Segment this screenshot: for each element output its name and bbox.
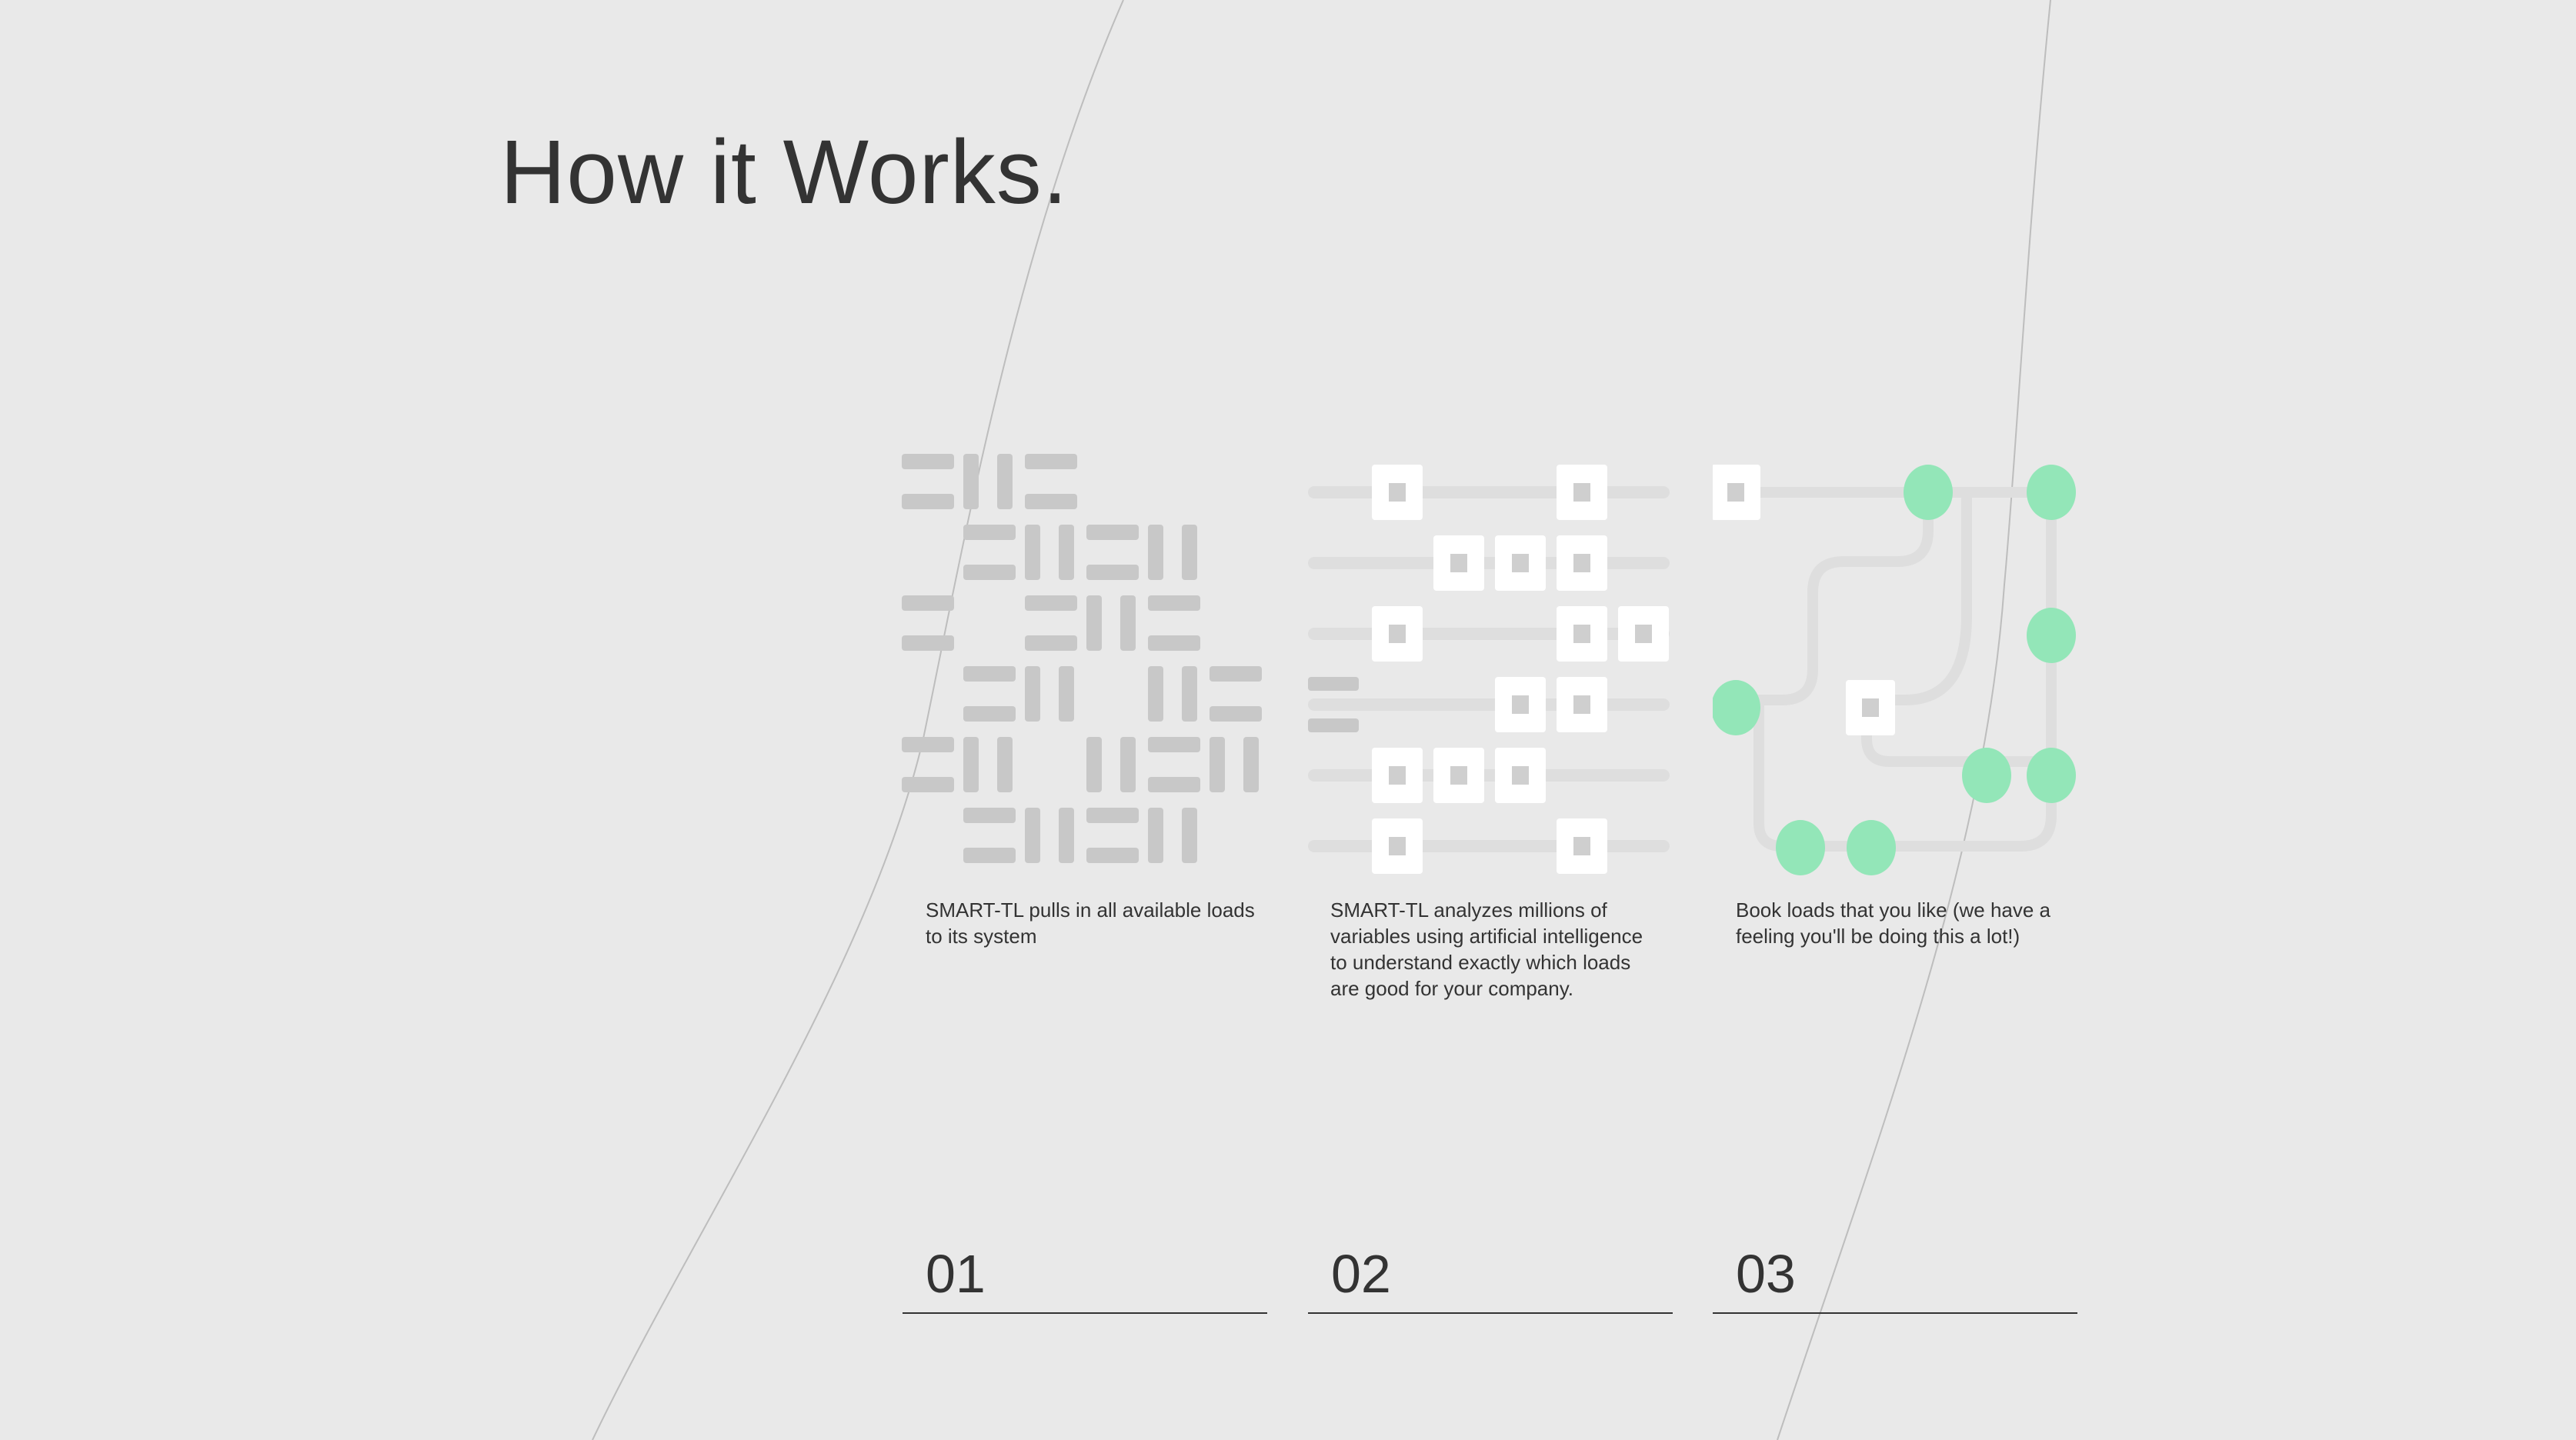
node-center [1389, 483, 1406, 502]
gray-block [1025, 595, 1077, 611]
gray-block [963, 848, 1016, 863]
node-center [1635, 625, 1652, 643]
page-title: How it Works. [500, 122, 1069, 223]
gray-block [1210, 666, 1262, 682]
track-line [1308, 698, 1670, 711]
node-center [1450, 554, 1467, 572]
route-network-icon [1713, 465, 2076, 875]
scattered-blocks-icon [902, 454, 1262, 863]
gray-block [902, 737, 954, 752]
track-line [1308, 557, 1670, 569]
node-center [1512, 554, 1529, 572]
node-center [1573, 554, 1590, 572]
gray-block [1086, 525, 1139, 540]
gray-block [1086, 737, 1102, 792]
step-2-description: SMART-TL analyzes millions of variables … [1330, 898, 1643, 1000]
gray-block [1182, 666, 1197, 722]
gray-block [1148, 595, 1200, 611]
gray-block [963, 808, 1016, 823]
green-node [1962, 748, 2011, 803]
green-node [1713, 680, 1760, 735]
gray-block [1086, 848, 1139, 863]
node-center [1573, 837, 1590, 855]
gray-block [1025, 808, 1040, 863]
green-node [2027, 465, 2076, 520]
gray-block [902, 635, 954, 651]
gray-block [1025, 454, 1077, 469]
gray-block [1148, 737, 1200, 752]
gray-block [1210, 737, 1225, 792]
track-line [1308, 486, 1670, 498]
gray-block [1025, 494, 1077, 509]
gray-block [1308, 718, 1359, 732]
gray-block [1059, 525, 1074, 580]
node-center [1450, 766, 1467, 785]
gray-block [963, 666, 1016, 682]
gray-block [1120, 737, 1136, 792]
node-center [1512, 695, 1529, 714]
node-center [1573, 695, 1590, 714]
node-center [1573, 625, 1590, 643]
analysis-grid-icon [1308, 465, 1670, 874]
gray-block [902, 494, 954, 509]
gray-block [963, 706, 1016, 722]
gray-block [963, 525, 1016, 540]
route-line [1753, 695, 1787, 852]
node-center [1389, 837, 1406, 855]
gray-block [1148, 808, 1163, 863]
gray-block [1086, 565, 1139, 580]
track-line [1308, 769, 1670, 782]
node-center [1727, 483, 1744, 502]
gray-block [902, 454, 954, 469]
gray-block [902, 777, 954, 792]
gray-block [1059, 666, 1074, 722]
node-center [1573, 483, 1590, 502]
gray-block [1148, 777, 1200, 792]
gray-block [963, 565, 1016, 580]
gray-block [1086, 808, 1139, 823]
gray-block [1308, 677, 1359, 691]
green-node [1776, 820, 1825, 875]
gray-block [1182, 808, 1197, 863]
green-node [2027, 748, 2076, 803]
gray-block [1025, 666, 1040, 722]
route-line [1753, 487, 1934, 705]
gray-block [1025, 525, 1040, 580]
green-node [2027, 608, 2076, 663]
step-3-number: 03 [1713, 1237, 2077, 1314]
green-node [1904, 465, 1953, 520]
node-center [1862, 698, 1879, 717]
gray-block [1120, 595, 1136, 651]
gray-block [963, 737, 979, 792]
gray-block [1148, 666, 1163, 722]
gray-block [1086, 595, 1102, 651]
step-1-number: 01 [903, 1237, 1267, 1314]
gray-block [1059, 808, 1074, 863]
green-node [1847, 820, 1896, 875]
node-center [1389, 625, 1406, 643]
gray-block [963, 454, 979, 509]
gray-block [1243, 737, 1259, 792]
route-line [1861, 487, 1972, 705]
route-line [1861, 695, 2057, 767]
gray-block [997, 737, 1013, 792]
gray-block [1025, 635, 1077, 651]
gray-block [902, 595, 954, 611]
step-1-description: SMART-TL pulls in all available loads to… [926, 898, 1255, 948]
node-center [1389, 766, 1406, 785]
step-2-number: 02 [1308, 1237, 1673, 1314]
route-line [1792, 487, 2057, 852]
gray-block [1210, 706, 1262, 722]
node-center [1512, 766, 1529, 785]
track-line [1308, 628, 1670, 640]
gray-block [1148, 525, 1163, 580]
background-curve-right [1777, 0, 2051, 1440]
step-3-description: Book loads that you like (we have a feel… [1736, 898, 2051, 948]
gray-block [997, 454, 1013, 509]
track-line [1308, 840, 1670, 852]
gray-block [1182, 525, 1197, 580]
gray-block [1148, 635, 1200, 651]
